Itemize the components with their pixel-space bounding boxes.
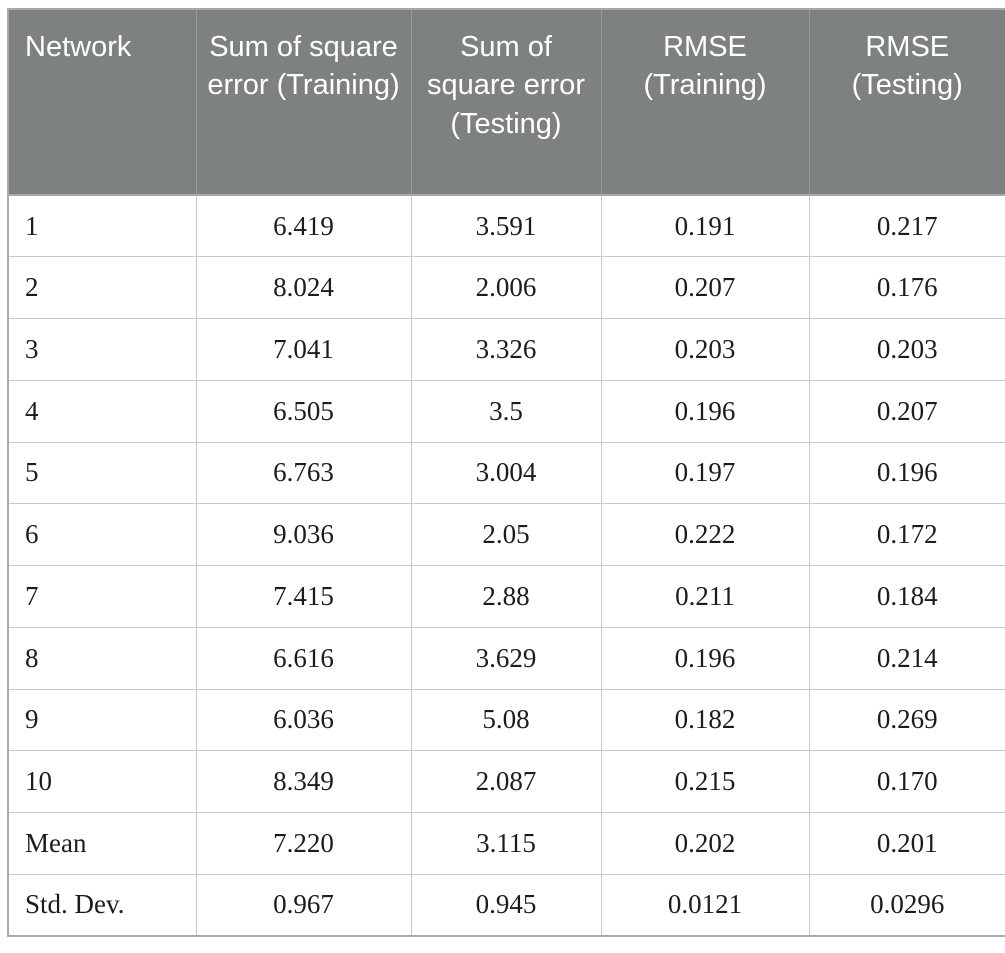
table-row: 8 6.616 3.629 0.196 0.214 (8, 626, 1005, 689)
cell-sse-training: 8.024 (195, 256, 411, 319)
header-network: Network (8, 9, 196, 195)
cell-sse-testing: 2.006 (410, 256, 601, 319)
cell-rmse-testing: 0.214 (808, 626, 1005, 689)
row-label: 5 (8, 441, 196, 504)
cell-sse-testing: 5.08 (410, 688, 601, 751)
cell-rmse-testing: 0.176 (808, 256, 1005, 319)
cell-sse-training: 9.036 (195, 503, 411, 566)
cell-rmse-training: 0.191 (600, 194, 809, 257)
cell-sse-testing: 3.115 (410, 812, 601, 875)
cell-rmse-training: 0.0121 (600, 873, 809, 936)
cell-rmse-testing: 0.217 (808, 194, 1005, 257)
cell-rmse-training: 0.222 (600, 503, 809, 566)
cell-rmse-testing: 0.170 (808, 750, 1005, 813)
cell-rmse-testing: 0.184 (808, 565, 1005, 628)
table-row: 9 6.036 5.08 0.182 0.269 (8, 688, 1005, 751)
table-row-std-dev: Std. Dev. 0.967 0.945 0.0121 0.0296 (8, 873, 1005, 936)
cell-rmse-training: 0.197 (600, 441, 809, 504)
row-label: 9 (8, 688, 196, 751)
cell-sse-testing: 2.05 (410, 503, 601, 566)
cell-sse-training: 6.419 (195, 194, 411, 257)
cell-rmse-training: 0.202 (600, 812, 809, 875)
cell-sse-training: 6.505 (195, 379, 411, 442)
cell-rmse-training: 0.215 (600, 750, 809, 813)
table-row: 6 9.036 2.05 0.222 0.172 (8, 503, 1005, 566)
cell-rmse-testing: 0.269 (808, 688, 1005, 751)
cell-sse-training: 7.041 (195, 318, 411, 381)
cell-rmse-testing: 0.172 (808, 503, 1005, 566)
cell-rmse-testing: 0.196 (808, 441, 1005, 504)
cell-rmse-training: 0.196 (600, 626, 809, 689)
cell-sse-testing: 2.88 (410, 565, 601, 628)
row-label: Mean (8, 812, 196, 875)
cell-rmse-training: 0.196 (600, 379, 809, 442)
cell-sse-training: 7.220 (195, 812, 411, 875)
header-row: Network Sum of square error (Training) S… (8, 9, 1005, 195)
table-row: 7 7.415 2.88 0.211 0.184 (8, 565, 1005, 628)
cell-sse-testing: 0.945 (410, 873, 601, 936)
row-label: 7 (8, 565, 196, 628)
header-rmse-testing: RMSE (Testing) (808, 9, 1005, 195)
row-label: 3 (8, 318, 196, 381)
cell-rmse-testing: 0.203 (808, 318, 1005, 381)
cell-sse-training: 8.349 (195, 750, 411, 813)
row-label: 4 (8, 379, 196, 442)
cell-sse-training: 7.415 (195, 565, 411, 628)
header-sse-training: Sum of square error (Training) (195, 9, 411, 195)
table-row: 2 8.024 2.006 0.207 0.176 (8, 256, 1005, 319)
results-table: Network Sum of square error (Training) S… (7, 8, 1005, 937)
table-row: 1 6.419 3.591 0.191 0.217 (8, 194, 1005, 257)
row-label: Std. Dev. (8, 873, 196, 936)
row-label: 2 (8, 256, 196, 319)
cell-rmse-training: 0.207 (600, 256, 809, 319)
row-label: 6 (8, 503, 196, 566)
table-header: Network Sum of square error (Training) S… (8, 9, 1005, 195)
row-label: 1 (8, 194, 196, 257)
cell-sse-testing: 3.5 (410, 379, 601, 442)
row-label: 10 (8, 750, 196, 813)
cell-sse-testing: 3.326 (410, 318, 601, 381)
cell-sse-testing: 3.591 (410, 194, 601, 257)
cell-sse-training: 6.763 (195, 441, 411, 504)
table-row: 5 6.763 3.004 0.197 0.196 (8, 441, 1005, 504)
cell-sse-testing: 3.629 (410, 626, 601, 689)
cell-rmse-training: 0.203 (600, 318, 809, 381)
cell-rmse-testing: 0.207 (808, 379, 1005, 442)
row-label: 8 (8, 626, 196, 689)
header-rmse-training: RMSE (Training) (600, 9, 809, 195)
table-row: 4 6.505 3.5 0.196 0.207 (8, 379, 1005, 442)
cell-rmse-testing: 0.0296 (808, 873, 1005, 936)
cell-rmse-training: 0.211 (600, 565, 809, 628)
cell-rmse-testing: 0.201 (808, 812, 1005, 875)
header-sse-testing: Sum of square error (Testing) (410, 9, 601, 195)
table-row-mean: Mean 7.220 3.115 0.202 0.201 (8, 812, 1005, 875)
cell-sse-training: 6.616 (195, 626, 411, 689)
table-body: 1 6.419 3.591 0.191 0.217 2 8.024 2.006 … (8, 194, 1005, 936)
cell-rmse-training: 0.182 (600, 688, 809, 751)
table-row: 10 8.349 2.087 0.215 0.170 (8, 750, 1005, 813)
table-row: 3 7.041 3.326 0.203 0.203 (8, 318, 1005, 381)
cell-sse-testing: 2.087 (410, 750, 601, 813)
cell-sse-training: 0.967 (195, 873, 411, 936)
cell-sse-testing: 3.004 (410, 441, 601, 504)
cell-sse-training: 6.036 (195, 688, 411, 751)
